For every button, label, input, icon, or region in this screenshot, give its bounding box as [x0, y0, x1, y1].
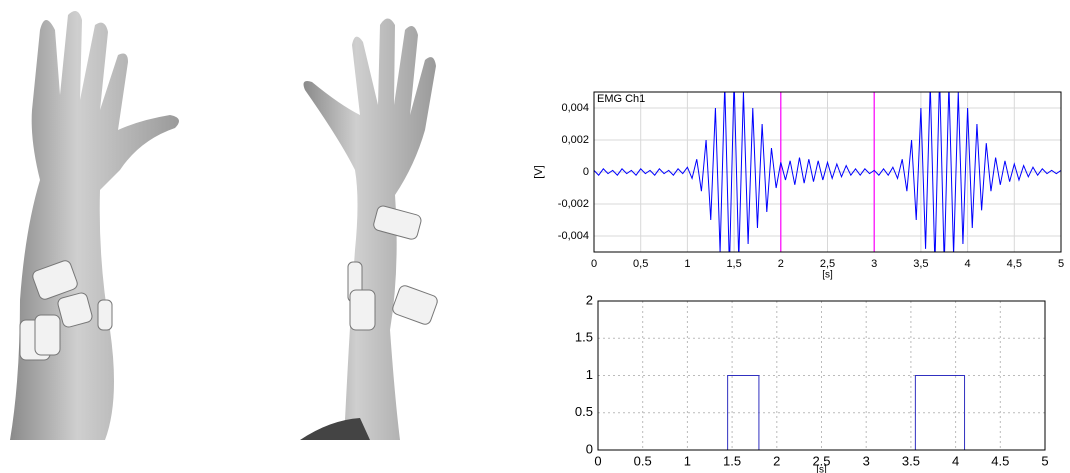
y-tick-label: -0,004 [558, 230, 589, 242]
x-tick-label: 4.5 [991, 453, 1009, 468]
x-tick-label: 5 [1058, 258, 1064, 270]
x-tick-label: 0 [591, 258, 597, 270]
x-tick-label: 1 [684, 258, 690, 270]
x-tick-label: 0.5 [634, 453, 652, 468]
figure: 0 0,5 1 1,5 2 2,5 3 3,5 4 4,5 5 -0,004 -0,002 0 0,002 0… [0, 0, 1070, 473]
x-tick-label: 3 [863, 453, 870, 468]
y-tick-label: 0,002 [561, 134, 589, 146]
y-tick-label: 1 [586, 367, 593, 382]
y-tick-label: 0,004 [561, 102, 589, 114]
x-tick-label: 2,5 [820, 258, 835, 270]
x-tick-label: 4 [952, 453, 959, 468]
x-axis-label: [s] [822, 270, 833, 281]
chart-title: EMG Ch1 [597, 93, 645, 105]
y-axis-label: [V] [533, 165, 545, 178]
x-tick-label: 5 [1041, 453, 1048, 468]
y-tick-label: -0,002 [558, 198, 589, 210]
y-tick-label: 2 [586, 292, 593, 307]
charts: 0 0,5 1 1,5 2 2,5 3 3,5 4 4,5 5 -0,004 -0,002 0 0,002 0… [533, 76, 1064, 473]
x-tick-label: 4,5 [1007, 258, 1022, 270]
x-tick-label: 3 [871, 258, 877, 270]
x-tick-label: 1 [684, 453, 691, 468]
chart: 0 0,5 1 1,5 2 2,5 3 3,5 4 4,5 5 -0,004 -0,002 0 0,002 0… [533, 76, 1064, 281]
arm-photo-left [10, 11, 179, 440]
x-tick-label: 0,5 [633, 258, 648, 270]
x-tick-label: 3,5 [913, 258, 928, 270]
x-tick-label: 4 [965, 258, 971, 270]
x-tick-label: 2 [778, 258, 784, 270]
y-tick-label: 0 [586, 441, 593, 456]
x-tick-label: 0 [594, 453, 601, 468]
y-tick-label: 0.5 [575, 404, 593, 419]
y-tick-label: 0 [583, 166, 589, 178]
arm-photo-right [300, 19, 439, 441]
x-tick-label: 1.5 [723, 453, 741, 468]
x-tick-label: 3.5 [902, 453, 920, 468]
y-tick-label: 1.5 [575, 330, 593, 345]
x-axis-label: [s] [816, 465, 827, 473]
x-tick-label: 1,5 [726, 258, 741, 270]
x-tick-label: 2 [773, 453, 780, 468]
